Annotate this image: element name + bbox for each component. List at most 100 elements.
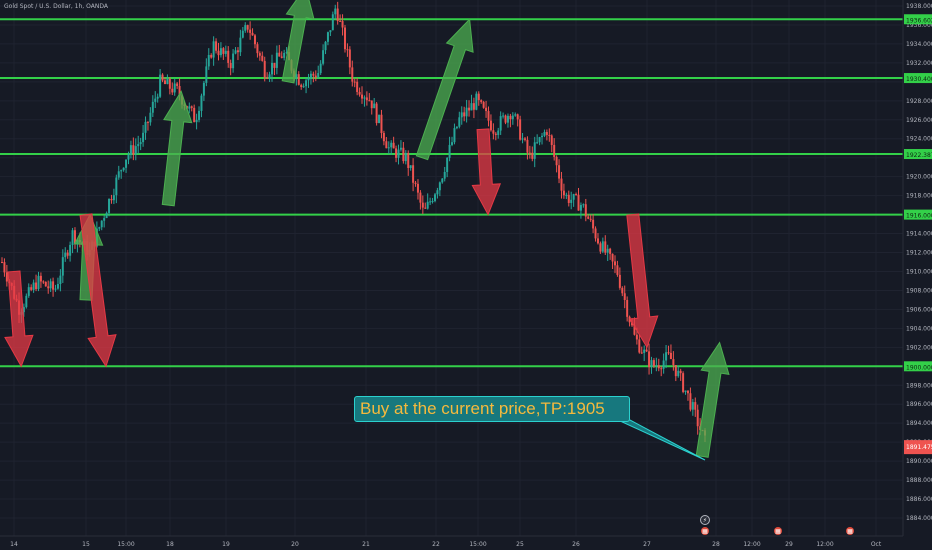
time-tick: 14 bbox=[10, 541, 18, 548]
candle-body bbox=[190, 106, 193, 108]
candle-body bbox=[178, 85, 181, 96]
price-tick: 1936.000 bbox=[906, 22, 932, 29]
candle-body bbox=[660, 368, 663, 370]
candle-body bbox=[215, 41, 218, 51]
candle-body bbox=[309, 73, 312, 79]
candle-body bbox=[275, 52, 278, 68]
axis-bg bbox=[903, 0, 932, 550]
candle-body bbox=[645, 349, 648, 352]
candle-body bbox=[283, 53, 286, 58]
candle-body bbox=[613, 261, 616, 266]
candle-body bbox=[397, 149, 400, 158]
candle-body bbox=[314, 75, 317, 78]
candle-body bbox=[139, 142, 142, 145]
candle-body bbox=[616, 265, 619, 275]
candle-body bbox=[173, 83, 176, 93]
candle-body bbox=[336, 8, 339, 21]
candle-body bbox=[302, 86, 305, 88]
candle-body bbox=[322, 50, 325, 64]
candle-body bbox=[39, 275, 42, 282]
candle-body bbox=[339, 20, 342, 22]
trade-arrows bbox=[4, 0, 730, 458]
lightning-icon[interactable]: ⚡ bbox=[700, 515, 710, 525]
candle-body bbox=[533, 142, 536, 159]
current-price-bg bbox=[904, 440, 932, 455]
candle-body bbox=[592, 219, 595, 229]
calendar-icon[interactable]: ▦ bbox=[701, 527, 709, 535]
price-axis: 1884.0001886.0001888.0001890.0001892.000… bbox=[902, 0, 932, 550]
candle-body bbox=[49, 281, 52, 289]
callout-tail bbox=[617, 419, 706, 461]
axis-bg bbox=[0, 536, 932, 550]
candle-body bbox=[110, 198, 113, 201]
candle-body bbox=[696, 409, 699, 427]
candle-body bbox=[587, 216, 590, 219]
level-label: 1916.000 bbox=[906, 213, 932, 220]
candle-body bbox=[363, 97, 366, 99]
candle-body bbox=[266, 77, 269, 79]
arrow-up bbox=[161, 90, 193, 207]
candle-body bbox=[489, 120, 492, 131]
candle-body bbox=[161, 74, 164, 81]
candle-body bbox=[171, 88, 174, 93]
candle-body bbox=[285, 52, 288, 54]
candle-body bbox=[433, 194, 436, 202]
buy-callout[interactable]: Buy at the current price,TP:1905 bbox=[354, 396, 630, 422]
candle-body bbox=[431, 201, 434, 203]
candle-body bbox=[421, 202, 424, 208]
candle-body bbox=[438, 182, 441, 191]
time-tick: 26 bbox=[572, 541, 580, 548]
candle-body bbox=[380, 114, 383, 134]
time-tick: 12:00 bbox=[743, 541, 760, 548]
price-tick: 1920.000 bbox=[906, 174, 932, 181]
candle-body bbox=[472, 103, 475, 110]
candle-body bbox=[623, 293, 626, 300]
candle-body bbox=[565, 194, 568, 196]
candle-body bbox=[32, 282, 35, 290]
callout-pointer bbox=[617, 419, 706, 461]
candle-body bbox=[176, 83, 179, 86]
candle-body bbox=[558, 165, 561, 179]
candle-body bbox=[268, 74, 271, 79]
candle-body bbox=[596, 238, 599, 244]
candle-body bbox=[108, 198, 111, 213]
calendar-icon[interactable]: ▦ bbox=[846, 527, 854, 535]
candle-body bbox=[253, 35, 256, 45]
candle-body bbox=[217, 50, 220, 56]
candle-body bbox=[446, 157, 449, 172]
time-tick: 28 bbox=[712, 541, 720, 548]
candle-body bbox=[550, 135, 553, 145]
price-tick: 1928.000 bbox=[906, 98, 932, 105]
candle-body bbox=[451, 142, 454, 145]
candle-body bbox=[414, 182, 417, 184]
candle-body bbox=[480, 100, 483, 103]
candle-body bbox=[61, 257, 64, 276]
candle-body bbox=[324, 41, 327, 51]
candle-body bbox=[409, 165, 412, 168]
candle-body bbox=[555, 156, 558, 166]
time-tick: 25 bbox=[516, 541, 524, 548]
level-label: 1900.000 bbox=[906, 364, 932, 371]
arrow-down bbox=[626, 213, 659, 349]
candle-body bbox=[117, 171, 120, 178]
candle-body bbox=[156, 96, 159, 99]
candle-body bbox=[154, 98, 157, 102]
candle-body bbox=[609, 248, 612, 254]
candle-body bbox=[470, 103, 473, 111]
calendar-icon[interactable]: ▦ bbox=[774, 527, 782, 535]
candle-body bbox=[541, 135, 544, 138]
candles bbox=[1, 1, 706, 442]
candle-body bbox=[684, 390, 687, 392]
candle-body bbox=[475, 93, 478, 110]
candle-body bbox=[606, 248, 609, 253]
price-tick: 1906.000 bbox=[906, 306, 932, 313]
candle-body bbox=[202, 82, 205, 96]
candle-body bbox=[487, 111, 490, 121]
time-tick: Oct bbox=[871, 541, 882, 548]
candle-body bbox=[319, 63, 322, 74]
candle-body bbox=[144, 121, 147, 133]
candle-body bbox=[334, 8, 337, 15]
candle-body bbox=[385, 141, 388, 149]
candle-body bbox=[234, 50, 237, 54]
candle-body bbox=[543, 132, 546, 136]
